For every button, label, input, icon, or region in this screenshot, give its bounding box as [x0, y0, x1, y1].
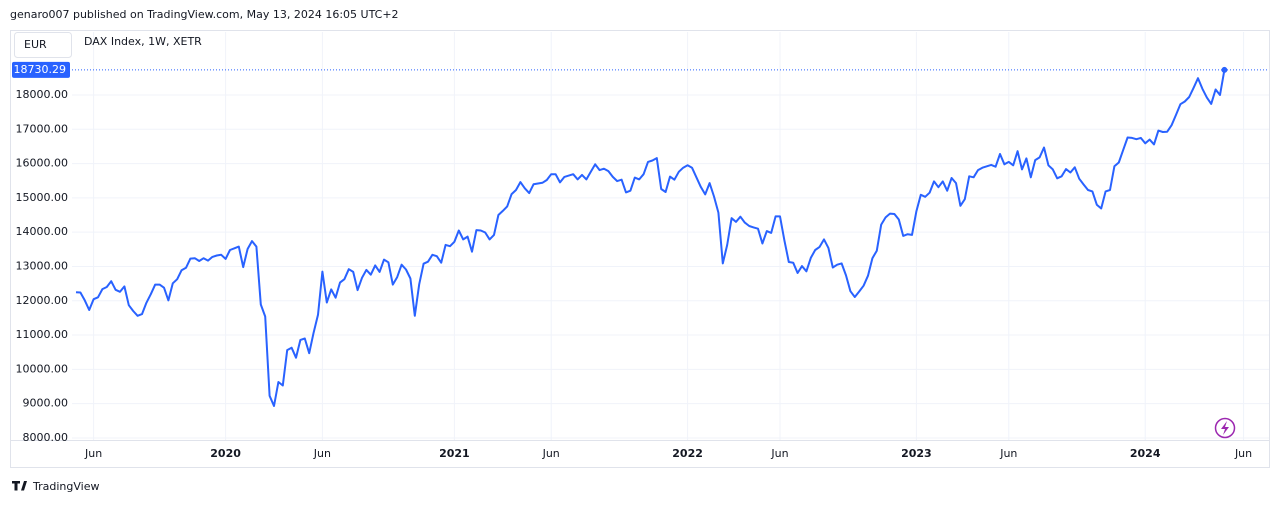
- price-line: [75, 69, 1226, 407]
- footer-text: TradingView: [32, 480, 99, 493]
- publish-header: genaro007 published on TradingView.com, …: [10, 8, 399, 21]
- x-tick-label: Jun: [542, 447, 560, 460]
- last-price-dot: [1221, 66, 1228, 73]
- y-tick-label: 10000.00: [16, 362, 69, 375]
- y-tick-label: 8000.00: [23, 431, 69, 444]
- x-tick-label: Jun: [84, 447, 102, 460]
- bolt[interactable]: [1221, 421, 1229, 435]
- x-tick-label: Jun: [1234, 447, 1252, 460]
- x-tick-label: 2024: [1130, 447, 1161, 460]
- x-tick-label: 2020: [210, 447, 241, 460]
- grid: [72, 32, 1269, 440]
- y-tick-label: 9000.00: [23, 397, 69, 410]
- y-tick-label: 14000.00: [16, 225, 69, 238]
- y-tick-label: 13000.00: [16, 259, 69, 272]
- y-tick-label: 11000.00: [16, 328, 69, 341]
- x-tick-label: 2023: [901, 447, 932, 460]
- y-tick-label: 15000.00: [16, 191, 69, 204]
- currency: EUR: [24, 38, 47, 51]
- x-tick-label: Jun: [770, 447, 788, 460]
- x-tick-label: Jun: [999, 447, 1017, 460]
- x-tick-label: Jun: [313, 447, 331, 460]
- x-tick-label: 2022: [672, 447, 703, 460]
- chart-title: DAX Index, 1W, XETR: [84, 35, 202, 48]
- chart-frame: [10, 30, 1270, 468]
- footer-logo: TradingView: [12, 480, 99, 493]
- bolt-icon[interactable]: [1214, 417, 1236, 439]
- x-tick-label: 2021: [439, 447, 470, 460]
- last-price-tag: [12, 61, 70, 78]
- y-tick-label: 17000.00: [16, 122, 69, 135]
- last-price-label: 18730.29: [14, 63, 67, 76]
- y-tick-label: 12000.00: [16, 294, 69, 307]
- y-tick-label: 18000.00: [16, 88, 69, 101]
- currency-box[interactable]: [14, 32, 72, 58]
- y-tick-label: 16000.00: [16, 157, 69, 170]
- logo-mark: [12, 481, 27, 491]
